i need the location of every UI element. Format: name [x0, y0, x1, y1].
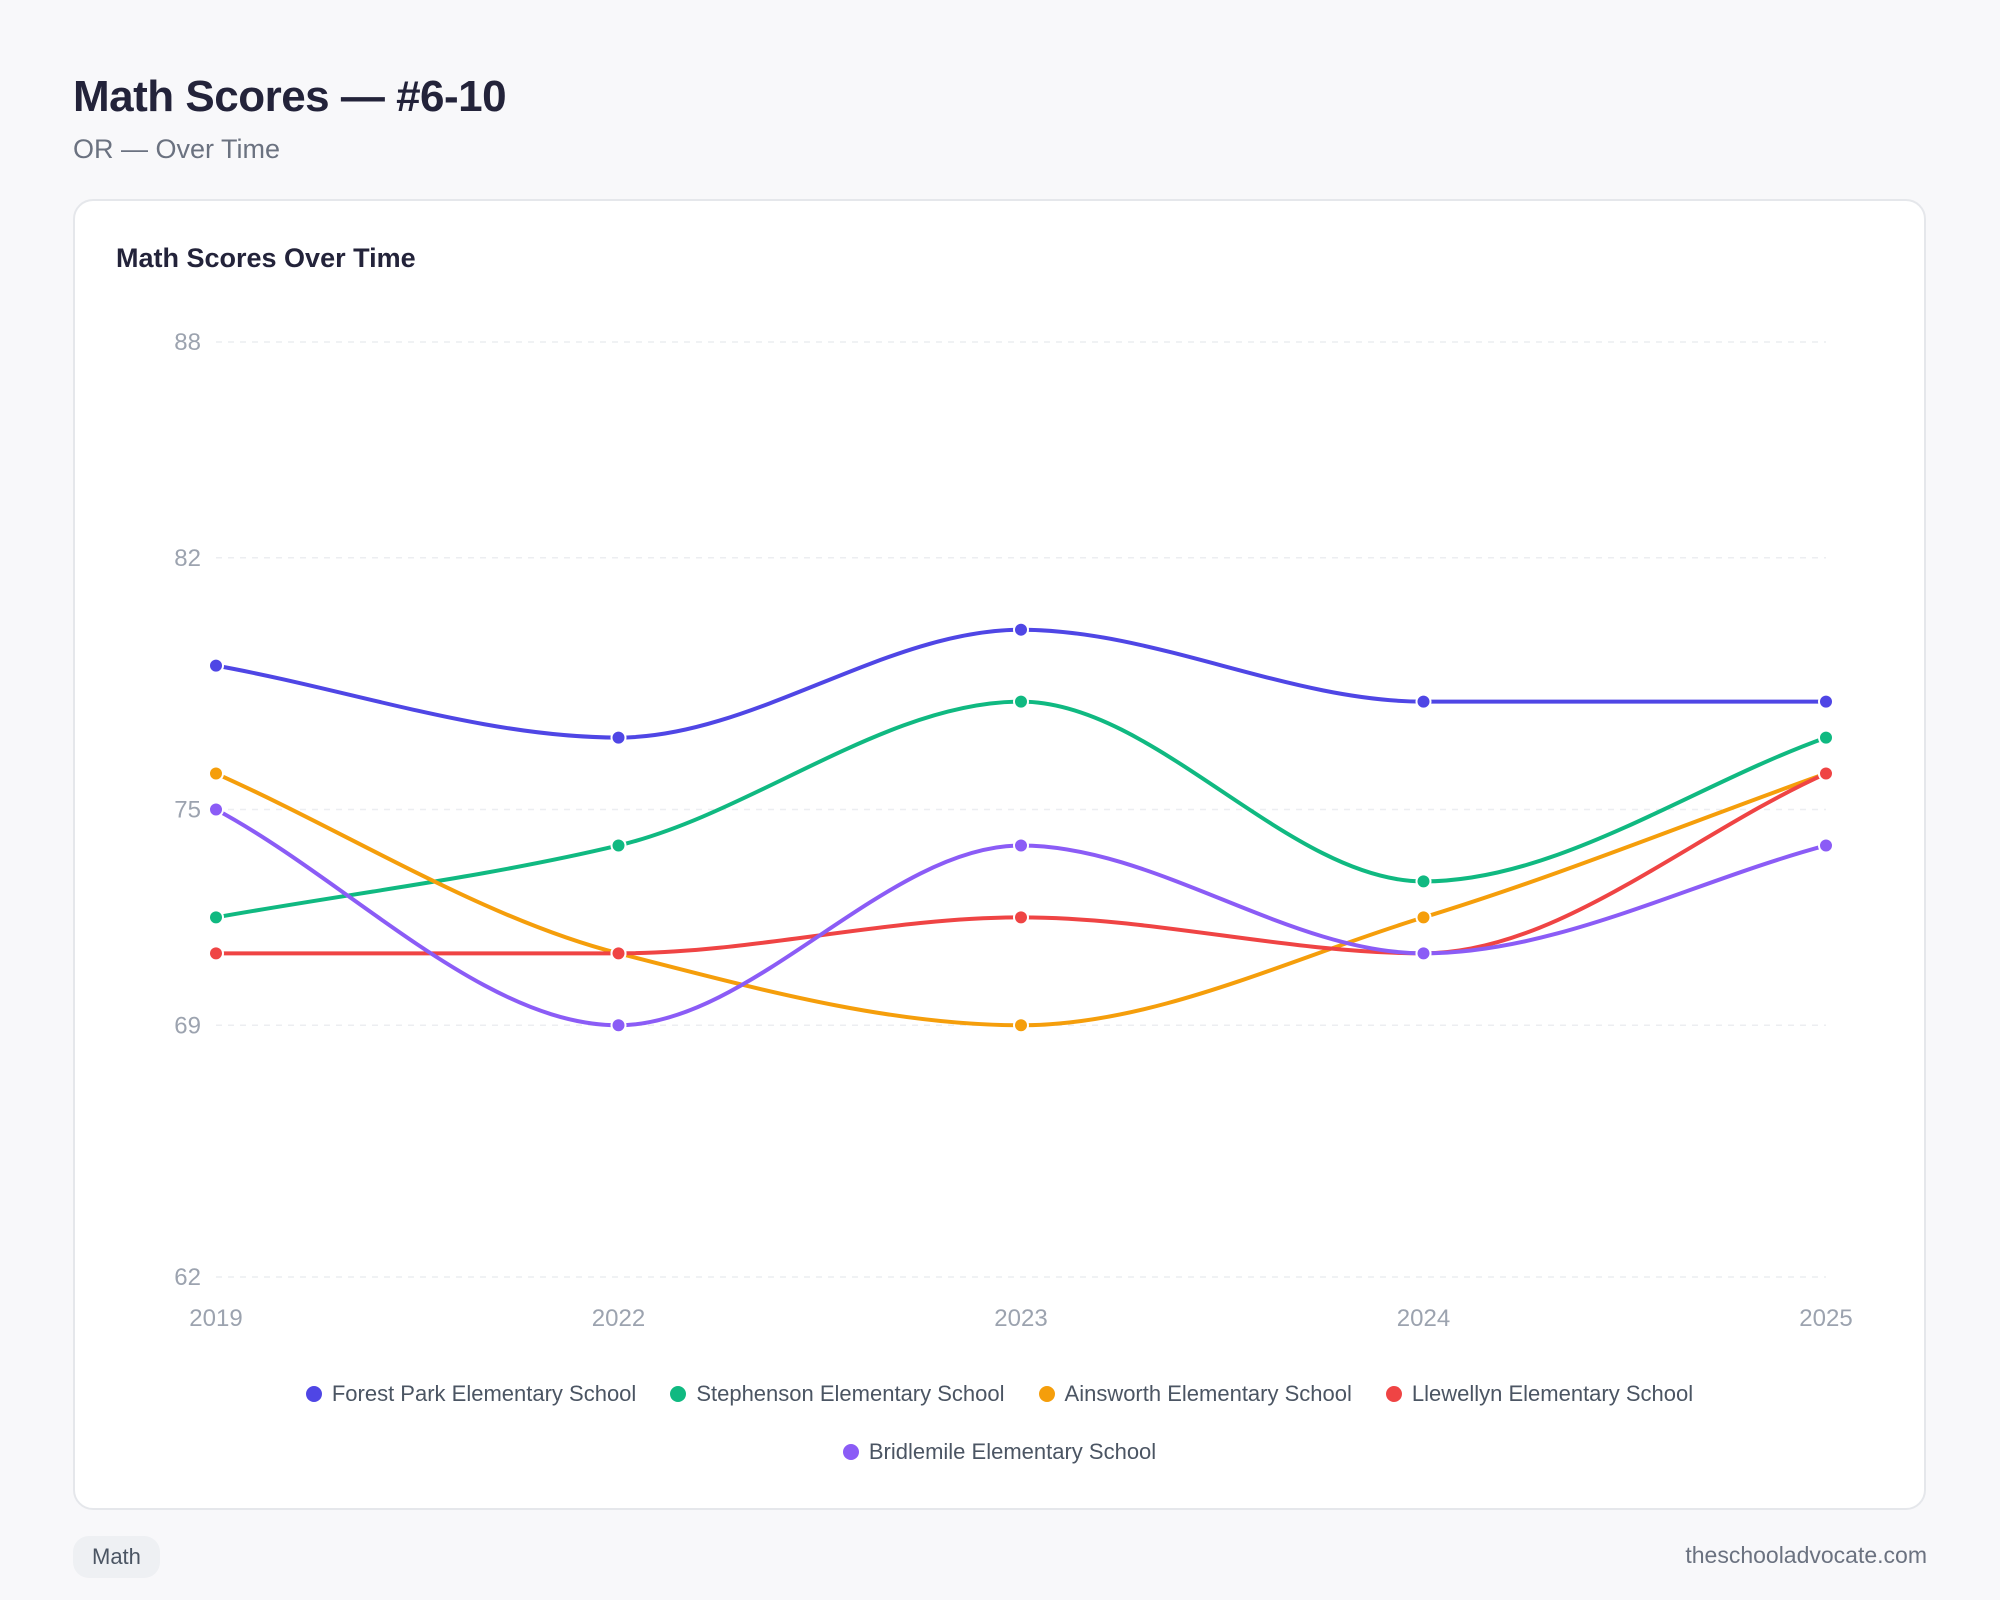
legend-label: Forest Park Elementary School: [331, 1381, 637, 1406]
x-tick-label: 2023: [994, 1305, 1047, 1332]
y-tick-label: 75: [174, 797, 201, 824]
data-point: [208, 801, 224, 818]
x-tick-label: 2024: [1397, 1305, 1450, 1332]
legend-label: Ainsworth Elementary School: [1064, 1381, 1352, 1406]
line-chart: 62 69 75 82 88 2019 2022 2023 2024 2025: [174, 329, 1852, 1332]
legend-label: Llewellyn Elementary School: [1411, 1381, 1694, 1406]
y-tick-label: 62: [174, 1264, 201, 1291]
data-point: [1415, 945, 1432, 962]
x-tick-label: 2022: [592, 1305, 645, 1332]
page-title: Math Scores — #6-10: [73, 72, 507, 121]
source-label: theschooladvocate.com: [1685, 1542, 1927, 1568]
legend-label: Stephenson Elementary School: [696, 1381, 1005, 1406]
data-point: [610, 837, 627, 854]
chart-card: Math Scores Over Time 62 69 75 82 88 2019 2022…: [73, 199, 1926, 1510]
data-point: [1013, 693, 1029, 710]
x-tick-label: 2019: [189, 1305, 242, 1332]
data-point: [1818, 765, 1834, 782]
data-point: [1013, 1017, 1029, 1034]
legend-swatch: [1038, 1386, 1055, 1402]
series-line: [214, 807, 1828, 1028]
data-point: [208, 909, 224, 926]
chart-legend: Forest Park Elementary School Stephenson …: [75, 1381, 1924, 1465]
y-tick-label: 88: [174, 329, 201, 356]
x-tick-label: 2025: [1799, 1305, 1852, 1332]
data-point: [1415, 873, 1432, 890]
legend-item[interactable]: Stephenson Elementary School: [670, 1381, 1005, 1407]
data-point: [1415, 693, 1432, 710]
data-point: [610, 945, 627, 962]
y-tick-label: 82: [174, 545, 201, 572]
legend-label: Bridlemile Elementary School: [868, 1439, 1157, 1464]
data-point: [1818, 837, 1834, 854]
data-point: [208, 765, 224, 782]
y-tick-label: 69: [174, 1012, 201, 1039]
data-point: [208, 657, 224, 674]
subject-tag[interactable]: Math: [73, 1536, 160, 1578]
data-point: [1013, 909, 1029, 926]
page-subtitle: OR — Over Time: [73, 134, 281, 164]
legend-swatch: [670, 1386, 687, 1402]
data-point: [1818, 693, 1834, 710]
data-point: [1415, 909, 1432, 926]
legend-item[interactable]: Forest Park Elementary School: [305, 1381, 637, 1407]
data-point: [610, 1017, 627, 1034]
data-point: [1013, 837, 1029, 854]
legend-swatch: [1385, 1386, 1402, 1402]
series-line: [214, 771, 1828, 1028]
legend-item[interactable]: Ainsworth Elementary School: [1038, 1381, 1352, 1407]
data-point: [1818, 729, 1834, 746]
chart-title: Math Scores Over Time: [116, 243, 416, 273]
legend-swatch: [305, 1386, 322, 1402]
series-line: [214, 627, 1828, 740]
legend-item[interactable]: Llewellyn Elementary School: [1385, 1381, 1694, 1407]
data-point: [208, 945, 224, 962]
data-point: [1013, 621, 1029, 638]
legend-item[interactable]: Bridlemile Elementary School: [842, 1439, 1157, 1465]
legend-swatch: [842, 1444, 859, 1460]
data-point: [610, 729, 627, 746]
